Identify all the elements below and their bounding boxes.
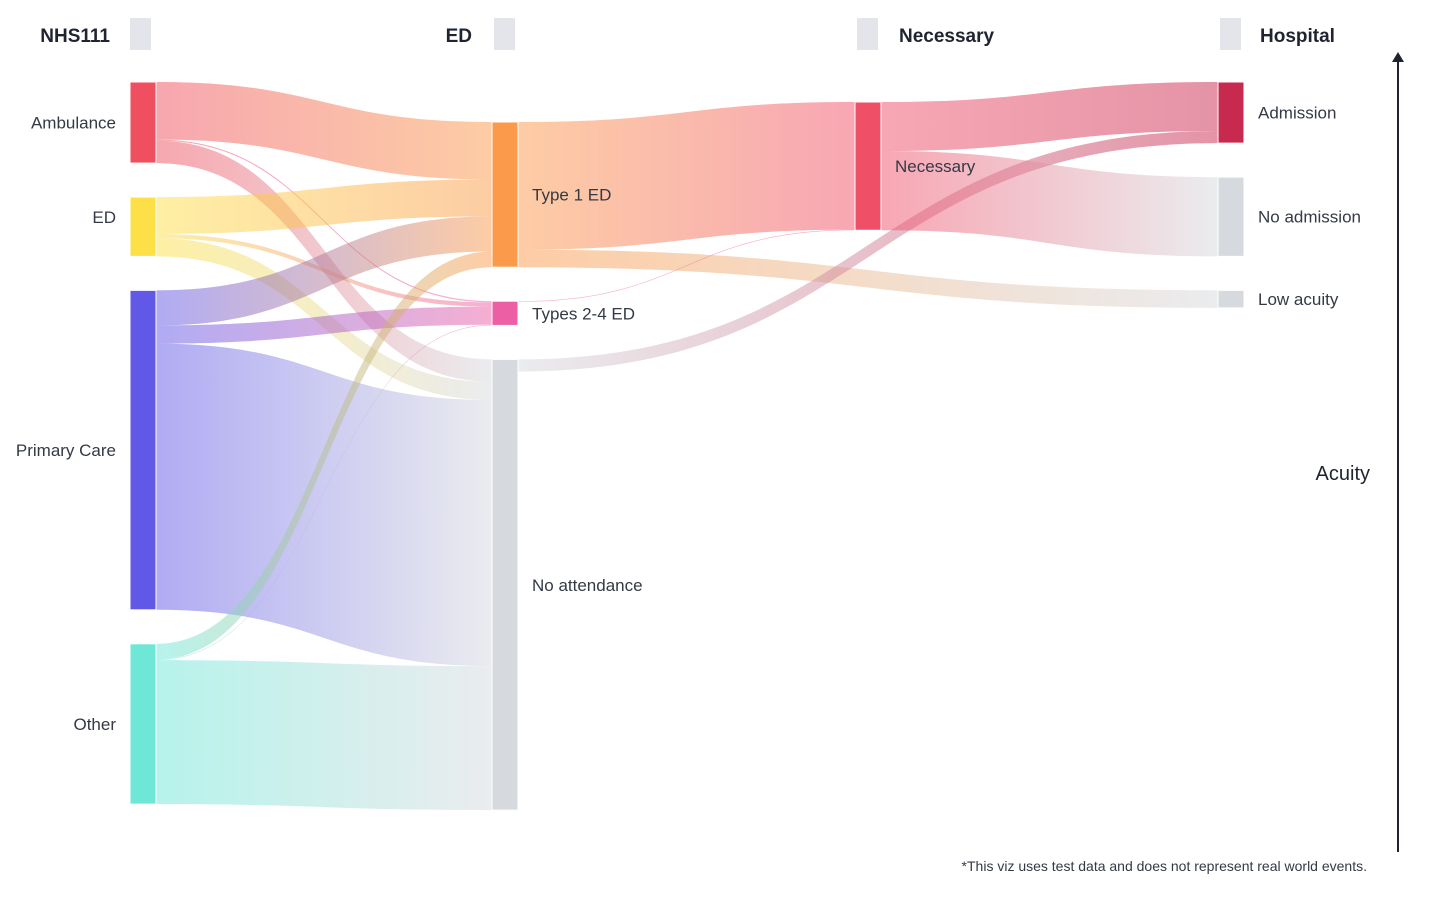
link-other-to-type24[interactable] xyxy=(156,324,492,661)
column-headers: NHS111 ED Necessary Hospital xyxy=(40,18,1335,50)
column-header-box-hospital xyxy=(1220,18,1241,50)
node-label-ambulance: Ambulance xyxy=(31,114,116,133)
link-primary-to-type1[interactable] xyxy=(156,216,492,326)
link-type1-to-lowacuity[interactable] xyxy=(518,249,1218,308)
link-ed_src-to-type1[interactable] xyxy=(156,179,492,234)
link-primary-to-noatt[interactable] xyxy=(156,343,492,667)
sankey-nodes xyxy=(129,81,1245,811)
node-label-lowacuity: Low acuity xyxy=(1258,290,1339,309)
acuity-axis-arrowhead xyxy=(1392,52,1404,62)
link-noatt-to-admission[interactable] xyxy=(518,131,1218,372)
sankey-links xyxy=(156,82,1218,811)
node-label-ed_src: ED xyxy=(92,208,116,227)
footnote: *This viz uses test data and does not re… xyxy=(962,858,1367,874)
link-type24-to-necessary[interactable] xyxy=(518,229,855,302)
node-necessary[interactable] xyxy=(854,101,882,231)
node-label-necessary: Necessary xyxy=(895,157,976,176)
column-header-ed: ED xyxy=(446,26,472,47)
link-other-to-noatt[interactable] xyxy=(156,660,492,811)
node-noadmission[interactable] xyxy=(1217,176,1245,257)
node-type1[interactable] xyxy=(491,121,519,268)
acuity-axis-label: Acuity xyxy=(1316,463,1370,485)
node-type24[interactable] xyxy=(491,300,519,326)
link-primary-to-type24[interactable] xyxy=(156,306,492,344)
acuity-axis: Acuity xyxy=(1316,52,1404,852)
column-header-nhs111: NHS111 xyxy=(40,26,110,47)
node-ed_src[interactable] xyxy=(129,196,157,257)
node-ambulance[interactable] xyxy=(129,81,157,164)
node-admission[interactable] xyxy=(1217,81,1245,144)
node-lowacuity[interactable] xyxy=(1217,289,1245,309)
node-label-other: Other xyxy=(73,715,116,734)
column-header-hospital: Hospital xyxy=(1260,26,1335,47)
node-label-type24: Types 2-4 ED xyxy=(532,304,635,323)
link-necessary-to-admission[interactable] xyxy=(881,82,1218,152)
node-label-type1: Type 1 ED xyxy=(532,186,611,205)
link-necessary-to-noadmission[interactable] xyxy=(881,151,1218,257)
column-header-box-ed xyxy=(494,18,515,50)
column-header-necessary: Necessary xyxy=(899,26,995,47)
node-labels: Ambulance ED Primary Care Other Type 1 ED Typ… xyxy=(16,104,1361,734)
link-other-to-type1[interactable] xyxy=(156,251,492,660)
node-label-admission: Admission xyxy=(1258,104,1336,123)
node-other[interactable] xyxy=(129,643,157,805)
link-type1-to-necessary[interactable] xyxy=(518,102,855,250)
node-primary[interactable] xyxy=(129,289,157,611)
column-header-box-nhs111 xyxy=(130,18,151,50)
node-noatt[interactable] xyxy=(491,358,519,811)
node-label-noadmission: No admission xyxy=(1258,208,1361,227)
node-label-primary: Primary Care xyxy=(16,441,116,460)
node-label-noatt: No attendance xyxy=(532,576,643,595)
column-header-box-necessary xyxy=(857,18,878,50)
link-ambulance-to-type1[interactable] xyxy=(156,82,492,180)
